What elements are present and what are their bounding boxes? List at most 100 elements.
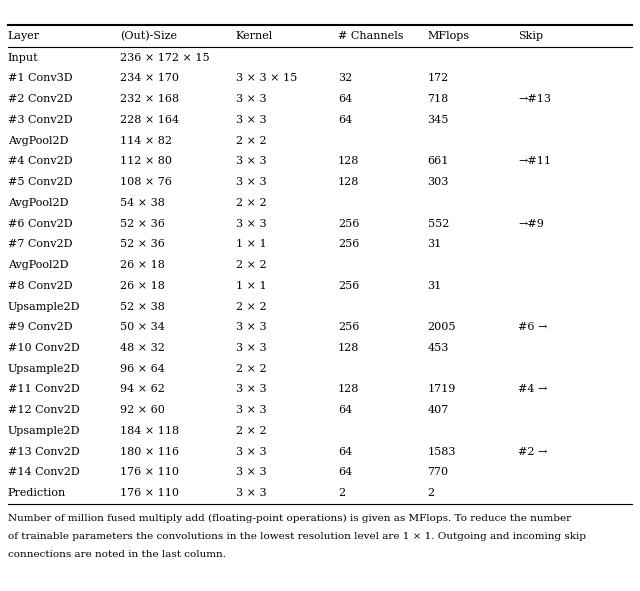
Text: 26 × 18: 26 × 18 (120, 281, 165, 291)
Text: 176 × 110: 176 × 110 (120, 488, 179, 498)
Text: 2 × 2: 2 × 2 (236, 198, 266, 208)
Text: 114 × 82: 114 × 82 (120, 135, 172, 145)
Text: Prediction: Prediction (8, 488, 66, 498)
Text: 2 × 2: 2 × 2 (236, 363, 266, 374)
Text: AvgPool2D: AvgPool2D (8, 198, 68, 208)
Text: 303: 303 (428, 177, 449, 187)
Text: 453: 453 (428, 343, 449, 353)
Text: 2 × 2: 2 × 2 (236, 426, 266, 436)
Text: #11 Conv2D: #11 Conv2D (8, 385, 79, 394)
Text: 112 × 80: 112 × 80 (120, 157, 172, 166)
Text: 128: 128 (338, 157, 359, 166)
Text: Upsample2D: Upsample2D (8, 301, 80, 311)
Text: 176 × 110: 176 × 110 (120, 467, 179, 478)
Text: 3 × 3: 3 × 3 (236, 157, 266, 166)
Text: (Out)-Size: (Out)-Size (120, 31, 177, 41)
Text: #7 Conv2D: #7 Conv2D (8, 239, 72, 249)
Text: Upsample2D: Upsample2D (8, 363, 80, 374)
Text: #4 Conv2D: #4 Conv2D (8, 157, 72, 166)
Text: 3 × 3: 3 × 3 (236, 219, 266, 229)
Text: 232 × 168: 232 × 168 (120, 94, 179, 104)
Text: #4 →: #4 → (518, 385, 548, 394)
Text: 2 × 2: 2 × 2 (236, 301, 266, 311)
Text: 1719: 1719 (428, 385, 456, 394)
Text: 31: 31 (428, 281, 442, 291)
Text: 64: 64 (338, 405, 352, 415)
Text: AvgPool2D: AvgPool2D (8, 135, 68, 145)
Text: 108 × 76: 108 × 76 (120, 177, 172, 187)
Text: 2005: 2005 (428, 322, 456, 332)
Text: #10 Conv2D: #10 Conv2D (8, 343, 79, 353)
Text: 52 × 38: 52 × 38 (120, 301, 165, 311)
Text: #8 Conv2D: #8 Conv2D (8, 281, 72, 291)
Text: 52 × 36: 52 × 36 (120, 239, 165, 249)
Text: 48 × 32: 48 × 32 (120, 343, 165, 353)
Text: 3 × 3: 3 × 3 (236, 467, 266, 478)
Text: 2 × 2: 2 × 2 (236, 135, 266, 145)
Text: 345: 345 (428, 115, 449, 125)
Text: 128: 128 (338, 177, 359, 187)
Text: →#13: →#13 (518, 94, 552, 104)
Text: 3 × 3: 3 × 3 (236, 343, 266, 353)
Text: #3 Conv2D: #3 Conv2D (8, 115, 72, 125)
Text: 228 × 164: 228 × 164 (120, 115, 179, 125)
Text: 3 × 3: 3 × 3 (236, 322, 266, 332)
Text: of trainable parameters the convolutions in the lowest resolution level are 1 × : of trainable parameters the convolutions… (8, 532, 586, 541)
Text: 128: 128 (338, 385, 359, 394)
Text: 52 × 36: 52 × 36 (120, 219, 165, 229)
Text: 2: 2 (428, 488, 435, 498)
Text: 92 × 60: 92 × 60 (120, 405, 165, 415)
Text: 64: 64 (338, 94, 352, 104)
Text: 256: 256 (338, 239, 359, 249)
Text: 407: 407 (428, 405, 449, 415)
Text: 64: 64 (338, 447, 352, 457)
Text: 3 × 3: 3 × 3 (236, 405, 266, 415)
Text: 3 × 3: 3 × 3 (236, 447, 266, 457)
Text: 184 × 118: 184 × 118 (120, 426, 179, 436)
Text: 128: 128 (338, 343, 359, 353)
Text: 552: 552 (428, 219, 449, 229)
Text: 256: 256 (338, 322, 359, 332)
Text: #2 →: #2 → (518, 447, 548, 457)
Text: Layer: Layer (8, 31, 40, 41)
Text: connections are noted in the last column.: connections are noted in the last column… (8, 550, 226, 558)
Text: 26 × 18: 26 × 18 (120, 260, 165, 270)
Text: Input: Input (8, 53, 38, 63)
Text: 64: 64 (338, 467, 352, 478)
Text: 770: 770 (428, 467, 449, 478)
Text: 1583: 1583 (428, 447, 456, 457)
Text: Upsample2D: Upsample2D (8, 426, 80, 436)
Text: Kernel: Kernel (236, 31, 273, 41)
Text: 236 × 172 × 15: 236 × 172 × 15 (120, 53, 210, 63)
Text: 94 × 62: 94 × 62 (120, 385, 165, 394)
Text: 3 × 3: 3 × 3 (236, 488, 266, 498)
Text: 50 × 34: 50 × 34 (120, 322, 165, 332)
Text: 172: 172 (428, 73, 449, 83)
Text: #12 Conv2D: #12 Conv2D (8, 405, 79, 415)
Text: 64: 64 (338, 115, 352, 125)
Text: 31: 31 (428, 239, 442, 249)
Text: Skip: Skip (518, 31, 543, 41)
Text: MFlops: MFlops (428, 31, 470, 41)
Text: 3 × 3: 3 × 3 (236, 177, 266, 187)
Text: #6 Conv2D: #6 Conv2D (8, 219, 72, 229)
Text: 234 × 170: 234 × 170 (120, 73, 179, 83)
Text: 1 × 1: 1 × 1 (236, 239, 266, 249)
Text: Number of million fused multiply add (floating-point operations) is given as MFl: Number of million fused multiply add (fl… (8, 514, 571, 523)
Text: 32: 32 (338, 73, 352, 83)
Text: 180 × 116: 180 × 116 (120, 447, 179, 457)
Text: 718: 718 (428, 94, 449, 104)
Text: #9 Conv2D: #9 Conv2D (8, 322, 72, 332)
Text: 96 × 64: 96 × 64 (120, 363, 165, 374)
Text: #2 Conv2D: #2 Conv2D (8, 94, 72, 104)
Text: →#9: →#9 (518, 219, 544, 229)
Text: 256: 256 (338, 281, 359, 291)
Text: 256: 256 (338, 219, 359, 229)
Text: 3 × 3 × 15: 3 × 3 × 15 (236, 73, 297, 83)
Text: 3 × 3: 3 × 3 (236, 94, 266, 104)
Text: 3 × 3: 3 × 3 (236, 385, 266, 394)
Text: #5 Conv2D: #5 Conv2D (8, 177, 72, 187)
Text: #14 Conv2D: #14 Conv2D (8, 467, 79, 478)
Text: 3 × 3: 3 × 3 (236, 115, 266, 125)
Text: #13 Conv2D: #13 Conv2D (8, 447, 79, 457)
